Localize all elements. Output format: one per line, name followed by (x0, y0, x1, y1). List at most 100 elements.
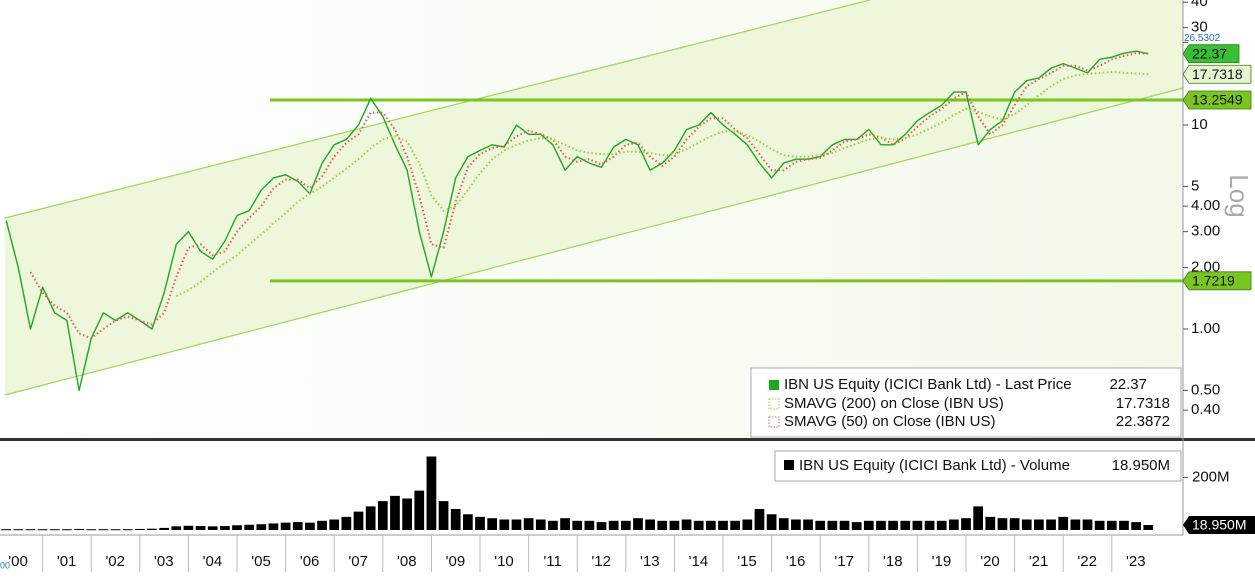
x-tick-label: '06 (300, 553, 320, 570)
legend-swatch (768, 398, 780, 410)
volume-tag-label: 18.950M (1192, 517, 1246, 533)
volume-bar (426, 456, 437, 530)
volume-bar (851, 522, 862, 530)
y-tick-label: 30 (1191, 19, 1208, 36)
volume-bar (365, 506, 376, 530)
volume-bar (1070, 519, 1081, 530)
volume-bar (74, 528, 84, 530)
volume-bar (876, 520, 886, 530)
legend-value: 22.37 (1109, 376, 1147, 393)
y-tick-label: 4.00 (1191, 197, 1220, 214)
volume-bar (487, 518, 498, 530)
price-tag (1182, 271, 1252, 291)
volume-bar (924, 520, 935, 530)
price-tag (1182, 44, 1240, 64)
volume-bar (110, 529, 121, 531)
x-tick-label: '21 (1029, 553, 1049, 570)
x-tick-label: '11 (543, 553, 561, 570)
legend-value: 18.950M (1112, 457, 1170, 474)
volume-bar (390, 495, 400, 530)
volume-bar (584, 520, 595, 530)
x-tick-label: '20 (980, 553, 1000, 570)
volume-bar (122, 529, 133, 531)
log-label: Log (1224, 174, 1254, 217)
legend-swatch (769, 380, 779, 390)
x-tick-label: '10 (494, 553, 514, 570)
volume-bar (863, 520, 874, 530)
legend-swatch (784, 460, 794, 470)
volume-bar (159, 527, 169, 530)
volume-bar (98, 529, 109, 531)
volume-bar (280, 522, 291, 530)
volume-bar (1021, 519, 1032, 530)
volume-bar (317, 520, 327, 530)
y-tick-label: 1.00 (1191, 320, 1220, 337)
y-tick-label: 0.40 (1191, 401, 1220, 418)
volume-bar (912, 520, 923, 530)
legend-label: IBN US Equity (ICICI Bank Ltd) - Volume (799, 457, 1070, 474)
x-tick-label: '14 (689, 553, 709, 570)
volume-bar (681, 519, 692, 530)
volume-bar (511, 519, 522, 530)
x-tick-label: '03 (154, 553, 174, 570)
volume-bar (705, 520, 716, 530)
legend-label: IBN US Equity (ICICI Bank Ltd) - Last Pr… (784, 376, 1072, 393)
volume-bar (134, 528, 145, 530)
volume-bar (353, 511, 364, 530)
volume-bar (742, 519, 753, 530)
legend-label: SMAVG (200) on Close (IBN US) (784, 395, 1004, 412)
x-tick-label: '12 (591, 553, 611, 570)
volume-bar (572, 520, 583, 530)
volume-bar (171, 526, 182, 530)
volume-bar (523, 518, 534, 530)
volume-bar (402, 498, 412, 530)
volume-bar (13, 529, 24, 531)
price-tag-label: 17.7318 (1192, 66, 1243, 82)
y-tick-label: 40 (1191, 0, 1208, 10)
volume-bar (341, 516, 352, 530)
volume-bar (548, 520, 558, 530)
volume-bar (1, 529, 12, 531)
volume-tag (1183, 516, 1255, 535)
volume-bar (693, 520, 704, 530)
volume-bar (220, 526, 230, 530)
volume-bar (450, 509, 461, 530)
legend-swatch (768, 416, 780, 428)
x-tick-label: '16 (786, 553, 806, 570)
volume-bar (86, 529, 97, 531)
volume-bar (936, 520, 947, 530)
volume-bar (535, 519, 546, 530)
volume-bar (718, 520, 728, 530)
y-tick-label: 0.50 (1191, 381, 1220, 398)
volume-bar (596, 522, 607, 530)
x-tick-label: '01 (57, 553, 77, 570)
volume-bar (25, 529, 36, 531)
legend-value: 17.7318 (1116, 395, 1170, 412)
volume-bar (195, 526, 206, 530)
price-tag-label: 1.7219 (1192, 273, 1235, 289)
volume-bar (791, 519, 801, 530)
series-line (175, 70, 1149, 297)
volume-bar (305, 522, 315, 530)
x-tick-label: '13 (640, 553, 660, 570)
volume-bar (207, 526, 218, 530)
channel-lower (4, 87, 1184, 396)
volume-bar (1119, 520, 1129, 530)
volume-bar (754, 509, 765, 530)
volume-bar (1046, 519, 1056, 530)
x-tick-label: '18 (883, 553, 903, 570)
marker-label: 26.5302 (1184, 33, 1221, 44)
x-tick-label: '05 (251, 553, 271, 570)
volume-bar (973, 506, 984, 530)
volume-bar (766, 514, 777, 530)
legend-label: SMAVG (50) on Close (IBN US) (784, 413, 995, 430)
volume-bar (778, 518, 789, 530)
volume-bar (377, 501, 388, 530)
legend-value: 22.3872 (1116, 413, 1170, 430)
x-tick-label: '19 (932, 553, 952, 570)
volume-bar (1058, 516, 1069, 530)
volume-bar (827, 520, 838, 530)
x-tick-label: '15 (737, 553, 757, 570)
volume-bar (1009, 518, 1020, 530)
